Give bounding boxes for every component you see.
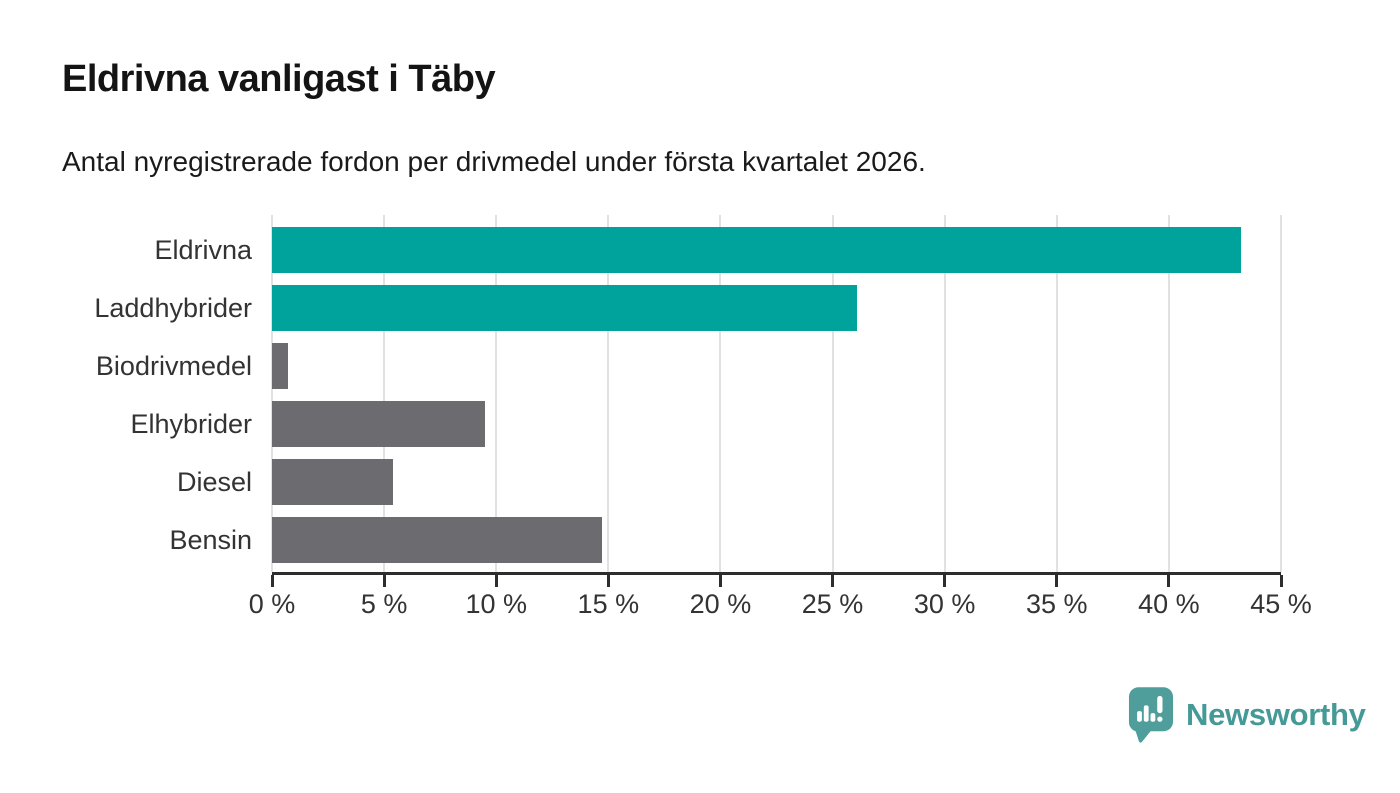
x-tick bbox=[1055, 575, 1059, 587]
x-tick bbox=[1167, 575, 1171, 587]
x-tick-label: 20 % bbox=[689, 589, 752, 619]
x-tick bbox=[1279, 575, 1283, 587]
x-tick-label: 5 % bbox=[360, 589, 408, 619]
category-label: Biodrivmedel bbox=[95, 351, 252, 381]
x-tick-label: 10 % bbox=[465, 589, 527, 619]
x-tick bbox=[718, 575, 722, 587]
gridline bbox=[495, 215, 498, 572]
bar bbox=[272, 517, 602, 563]
gridline bbox=[271, 215, 273, 572]
chart-subtitle: Antal nyregistrerade fordon per drivmede… bbox=[62, 146, 926, 177]
bar bbox=[272, 401, 485, 447]
x-tick bbox=[606, 575, 610, 587]
bar bbox=[272, 459, 394, 505]
category-label: Bensin bbox=[169, 525, 252, 555]
x-tick-label: 0 % bbox=[248, 589, 296, 619]
x-tick-label: 30 % bbox=[913, 589, 976, 619]
category-label: Elhybrider bbox=[130, 409, 252, 439]
x-tick bbox=[270, 575, 274, 587]
gridline bbox=[607, 215, 610, 572]
value-axis: 0 % 5 % 10 % 15 % 20 % 25 % 30 % 35 % 40 % 45 % bbox=[249, 575, 1312, 635]
gridline bbox=[1280, 215, 1282, 572]
category-label: Eldrivna bbox=[154, 235, 252, 265]
brand-name: Newsworthy bbox=[1186, 697, 1366, 732]
bar bbox=[272, 285, 858, 331]
x-tick bbox=[494, 575, 498, 587]
x-tick-label: 40 % bbox=[1138, 589, 1200, 619]
gridline bbox=[831, 215, 834, 572]
bar bbox=[272, 343, 288, 389]
category-label: Laddhybrider bbox=[94, 293, 252, 323]
category-axis: Eldrivna Laddhybrider Biodrivmedel Elhybrid… bbox=[20, 215, 252, 572]
x-tick-label: 15 % bbox=[577, 589, 640, 619]
newsworthy-pin-chart-icon bbox=[1128, 687, 1174, 743]
gridline bbox=[1055, 215, 1058, 572]
x-tick bbox=[943, 575, 947, 587]
gridline bbox=[943, 215, 946, 572]
bar bbox=[272, 227, 1241, 273]
gridline bbox=[383, 215, 386, 572]
plot-area bbox=[271, 215, 1282, 575]
x-tick-label: 45 % bbox=[1250, 589, 1312, 619]
x-tick bbox=[382, 575, 386, 587]
x-tick bbox=[831, 575, 835, 587]
category-label: Diesel bbox=[176, 467, 252, 497]
chart-title: Eldrivna vanligast i Täby bbox=[62, 58, 496, 100]
x-tick-label: 35 % bbox=[1025, 589, 1088, 619]
gridline bbox=[719, 215, 722, 572]
gridline bbox=[1167, 215, 1170, 572]
branding: Newsworthy bbox=[1128, 686, 1366, 744]
x-tick-label: 25 % bbox=[801, 589, 864, 619]
